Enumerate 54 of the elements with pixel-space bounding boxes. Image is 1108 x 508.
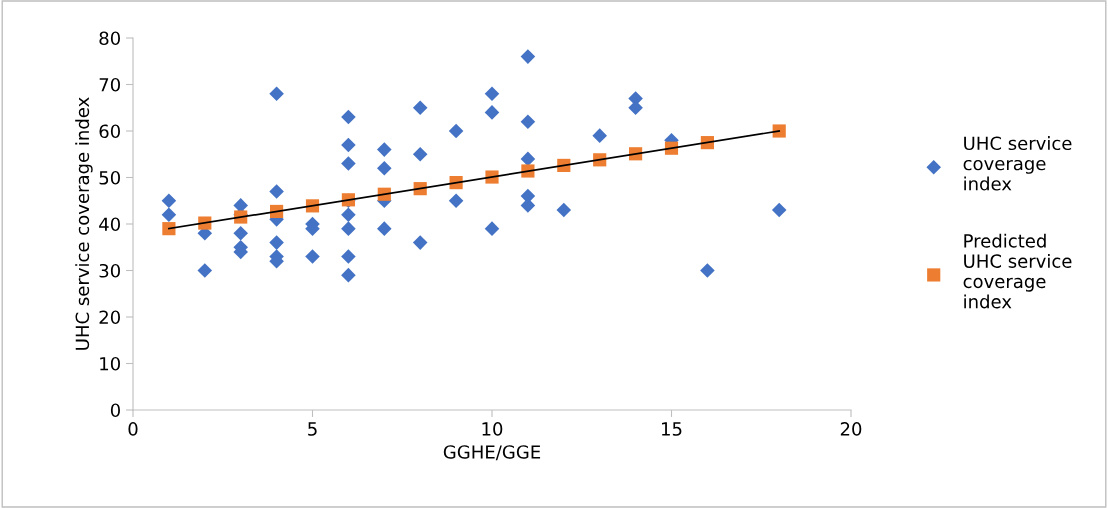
point [484,221,500,236]
x-tick-label: 10 [482,422,503,436]
point [700,263,715,278]
point [161,193,177,209]
point [341,267,356,283]
y-tick-label: 70 [99,77,120,92]
y-tick-label: 40 [99,217,120,232]
legend-label: Predicted UHC service coverage index [963,233,1072,309]
y-axis-title: UHC service coverage index [75,97,93,350]
point [341,109,356,125]
point [162,222,176,236]
point [448,123,464,139]
point [341,207,356,222]
point [520,151,536,167]
x-tick-label: 20 [840,422,862,436]
point [520,114,536,129]
point [161,207,177,222]
x-tick-label: 0 [128,422,138,436]
point [412,146,428,162]
y-tick-label: 10 [100,356,120,371]
point [771,202,787,218]
point [305,249,320,264]
x-tick-label: 15 [662,422,682,436]
point [484,86,500,102]
point [377,221,392,236]
point [377,160,392,176]
point [341,156,356,171]
point [341,137,356,153]
point [592,128,607,143]
point [412,100,428,116]
y-tick-label: 50 [99,170,120,185]
y-tick-label: 60 [99,124,120,139]
point [269,235,284,250]
point [520,49,536,64]
y-tick-label: 0 [110,403,120,418]
y-tick-label: 30 [99,263,120,278]
point [556,202,572,218]
point [341,249,356,264]
point [269,86,284,102]
y-tick-label: 20 [99,310,120,325]
legend-label: UHC service coverage index [963,136,1072,191]
point [233,226,248,241]
y-tick-label: 80 [99,31,120,46]
point [412,235,428,250]
point [377,142,392,157]
point [197,263,213,278]
point [520,198,536,213]
point [484,105,500,120]
x-axis-title: GGHE/GGE [443,445,541,461]
point [341,221,356,236]
point [269,184,284,199]
point [772,124,786,138]
point [448,193,464,209]
x-tick-label: 5 [308,422,317,436]
